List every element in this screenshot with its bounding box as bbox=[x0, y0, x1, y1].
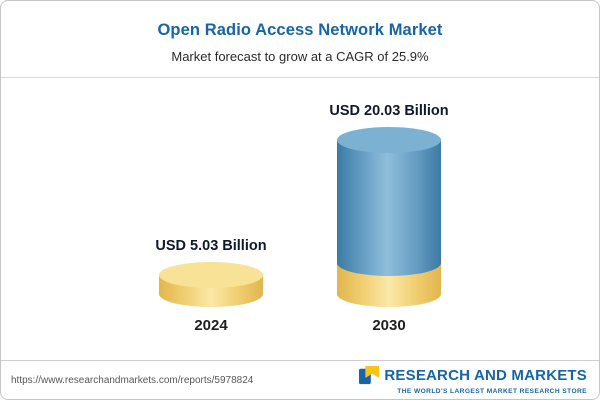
cylinder-top-ellipse bbox=[159, 262, 263, 288]
cylinder-top-ellipse bbox=[337, 127, 441, 153]
year-label-2030: 2030 bbox=[372, 317, 406, 334]
report-url[interactable]: https://www.researchandmarkets.com/repor… bbox=[11, 374, 254, 386]
bar-group-2030: USD 20.03 Billion 2030 bbox=[323, 103, 455, 334]
bar-group-2024: USD 5.03 Billion 2024 bbox=[145, 238, 277, 334]
header-divider bbox=[1, 77, 599, 78]
brand-name: RESEARCH AND MARKETS bbox=[384, 367, 587, 384]
bar-cylinder bbox=[159, 262, 263, 307]
bar-2030-top-segment bbox=[337, 140, 441, 276]
value-label-2030: USD 20.03 Billion bbox=[329, 103, 449, 119]
bar-chart: USD 5.03 Billion 2024 USD 20.03 Billion … bbox=[1, 78, 599, 360]
brand-row: RESEARCH AND MARKETS bbox=[359, 365, 587, 386]
chart-title: Open Radio Access Network Market bbox=[157, 21, 443, 39]
bar-cylinder bbox=[337, 127, 441, 307]
chart-subtitle: Market forecast to grow at a CAGR of 25.… bbox=[171, 49, 429, 64]
brand-logo: RESEARCH AND MARKETS THE WORLD'S LARGEST… bbox=[359, 365, 587, 395]
brand-logo-icon bbox=[359, 365, 380, 386]
year-label-2024: 2024 bbox=[194, 317, 228, 334]
value-label-2024: USD 5.03 Billion bbox=[155, 238, 267, 254]
brand-tagline: THE WORLD'S LARGEST MARKET RESEARCH STOR… bbox=[397, 387, 587, 395]
chart-header: Open Radio Access Network Market Market … bbox=[1, 1, 599, 78]
footer-bar: https://www.researchandmarkets.com/repor… bbox=[1, 360, 599, 399]
